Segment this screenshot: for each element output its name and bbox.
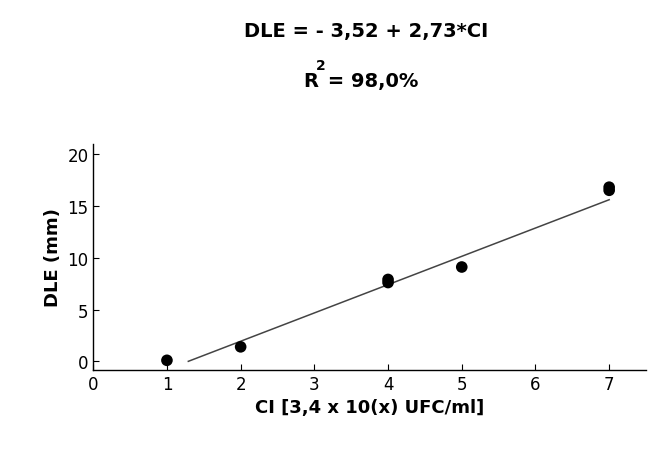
Point	[604, 187, 615, 194]
Text: R: R	[303, 72, 318, 91]
Text: = 98,0%: = 98,0%	[321, 72, 418, 91]
Text: 2: 2	[316, 59, 326, 72]
Point	[162, 357, 172, 364]
Point	[604, 184, 615, 191]
X-axis label: CI [3,4 x 10(x) UFC/ml]: CI [3,4 x 10(x) UFC/ml]	[255, 398, 484, 416]
Text: DLE = - 3,52 + 2,73*CI: DLE = - 3,52 + 2,73*CI	[244, 22, 488, 41]
Y-axis label: DLE (mm): DLE (mm)	[44, 208, 62, 306]
Point	[456, 264, 467, 271]
Point	[383, 279, 394, 286]
Point	[235, 344, 246, 351]
Point	[383, 276, 394, 283]
